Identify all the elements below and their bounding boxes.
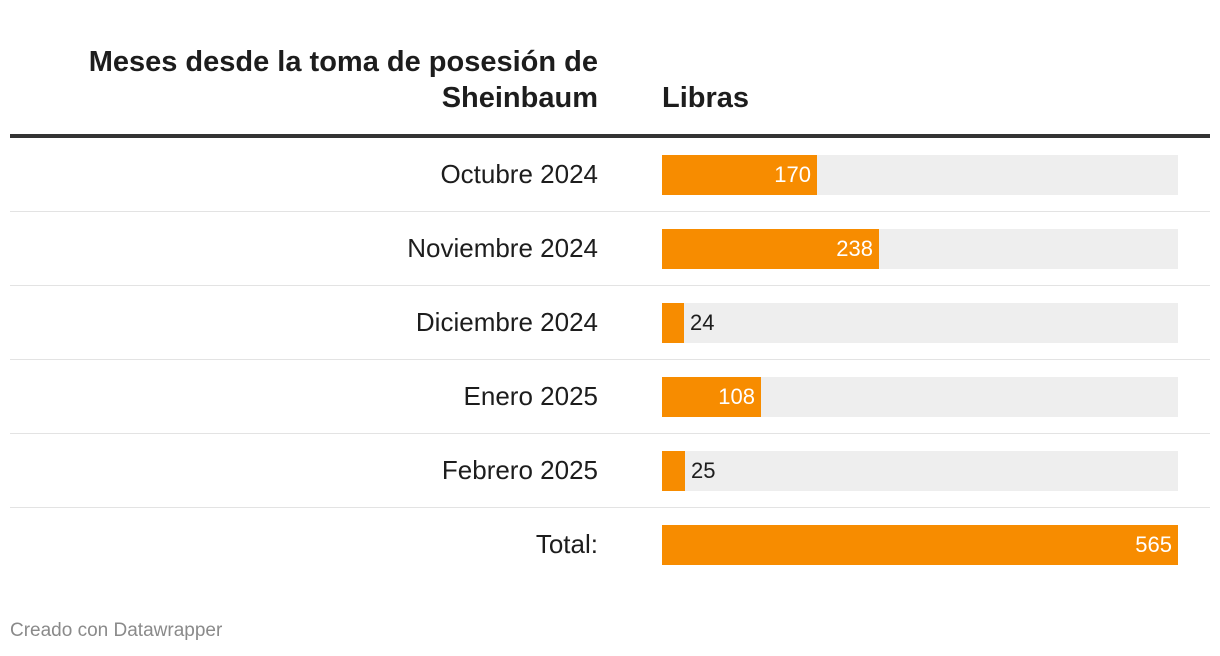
category-label: Noviembre 2024 <box>407 233 598 263</box>
bar-track: 24 <box>662 303 1178 343</box>
table-row: Noviembre 2024 238 <box>10 212 1210 286</box>
bar-track: 170 <box>662 155 1178 195</box>
value-label: 170 <box>774 162 811 187</box>
bar <box>662 303 684 343</box>
datawrapper-credit: Creado con Datawrapper <box>10 620 223 641</box>
category-label: Octubre 2024 <box>440 159 598 189</box>
bar <box>662 451 685 491</box>
table-rows: Octubre 2024 170 Noviembre 2024 238 Diciembr… <box>10 138 1210 581</box>
bar-track: 238 <box>662 229 1178 269</box>
value-label: 24 <box>690 310 715 335</box>
category-label: Diciembre 2024 <box>415 307 598 337</box>
bar <box>662 525 1178 565</box>
category-label: Total: <box>535 529 598 559</box>
table-header: Meses desde la toma de posesión de Shein… <box>10 40 1210 138</box>
bar-table: Meses desde la toma de posesión de Shein… <box>10 40 1210 581</box>
value-label: 565 <box>1135 532 1172 557</box>
table-row: Febrero 2025 25 <box>10 434 1210 508</box>
value-label: 25 <box>691 458 716 483</box>
column-header-pounds: Libras <box>662 82 750 114</box>
category-label: Enero 2025 <box>463 381 598 411</box>
value-label: 238 <box>836 236 873 261</box>
bar-track: 565 <box>662 525 1178 565</box>
bar <box>662 229 879 269</box>
column-header-months: Meses desde la toma de posesión de Shein… <box>88 46 598 114</box>
bar <box>662 377 761 417</box>
table-row: Total: 565 <box>10 508 1210 581</box>
bar-track: 108 <box>662 377 1178 417</box>
bar <box>662 155 817 195</box>
table-row: Diciembre 2024 24 <box>10 286 1210 360</box>
bar-track: 25 <box>662 451 1178 491</box>
value-label: 108 <box>718 384 755 409</box>
category-label: Febrero 2025 <box>441 455 598 485</box>
table-row: Octubre 2024 170 <box>10 138 1210 212</box>
table-row: Enero 2025 108 <box>10 360 1210 434</box>
